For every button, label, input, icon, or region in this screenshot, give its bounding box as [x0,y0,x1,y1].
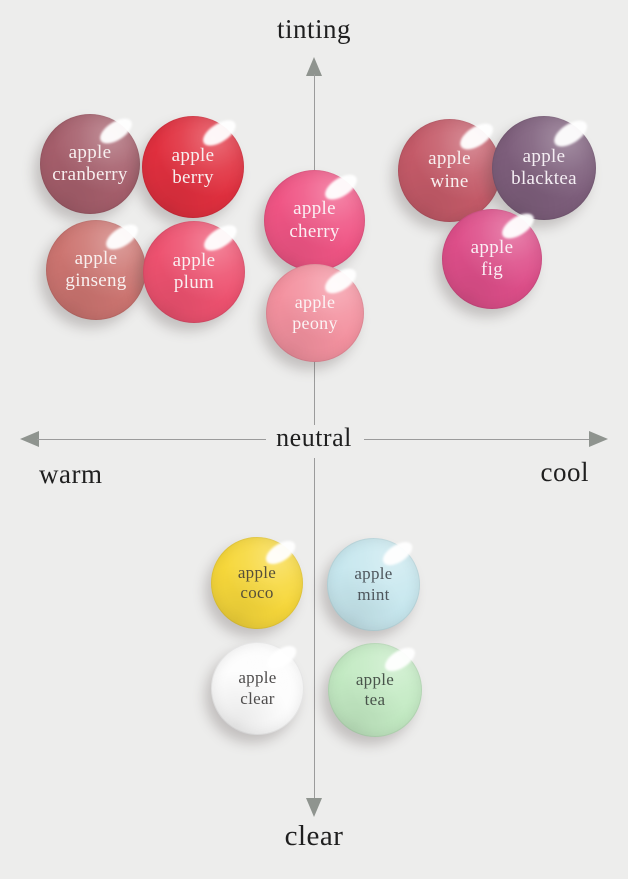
axis-label-neutral: neutral [276,423,352,452]
product-name-line1: apple [522,145,566,167]
arrow-down-icon [306,798,322,817]
axis-label-cool: cool [540,457,589,487]
product-bubble: apple blacktea [492,115,596,220]
vertical-axis-line-bottom [314,458,315,798]
arrow-up-icon [306,57,322,76]
product-bubble: apple clear [211,641,304,735]
product-bubble: apple cherry [264,169,365,271]
product-name-line1: apple [293,198,336,220]
product-bubble: apple coco [211,536,303,629]
product-name-line2: wine [430,170,469,192]
product-bubble: apple berry [142,115,244,218]
product-bubble: apple plum [143,220,245,323]
arrow-left-icon [20,431,39,447]
product-name-line1: apple [171,144,215,166]
product-bubble: apple mint [327,537,420,631]
product-name-line1: apple [294,291,336,312]
product-name-line2: peony [292,313,338,333]
product-bubble: apple peony [266,263,364,362]
axis-label-clear: clear [284,820,344,852]
product-bubble: apple cranberry [40,113,140,214]
product-name-line1: apple [74,247,118,269]
product-name-line2: clear [240,688,275,708]
product-name-line2: tea [364,690,386,709]
product-name-line2: fig [480,259,503,280]
product-name-line2: berry [172,167,214,188]
axis-label-warm: warm [39,459,103,489]
product-name-line1: apple [172,249,216,271]
product-name-line1: apple [238,668,277,688]
product-name-line1: apple [355,669,395,689]
product-name-line2: plum [173,272,215,293]
horizontal-axis-line-right [364,439,589,440]
product-name-line1: apple [354,564,393,584]
product-bubble: apple ginseng [46,219,146,320]
product-name-line2: coco [240,583,274,602]
product-bubble: apple fig [442,208,542,309]
product-name-line2: mint [357,584,390,604]
product-name-line2: cranberry [52,164,128,185]
horizontal-axis-line-left [37,439,266,440]
product-bubble: apple tea [328,642,422,737]
product-name-line2: cherry [289,220,340,242]
axis-label-tinting: tinting [276,14,352,44]
product-name-line1: apple [470,236,514,258]
product-name-line1: apple [68,141,112,163]
product-name-line1: apple [237,562,277,582]
product-name-line2: ginseng [65,270,127,291]
product-bubble: apple wine [398,118,501,222]
arrow-right-icon [589,431,608,447]
product-name-line1: apple [428,148,471,170]
product-name-line2: blacktea [511,168,577,189]
